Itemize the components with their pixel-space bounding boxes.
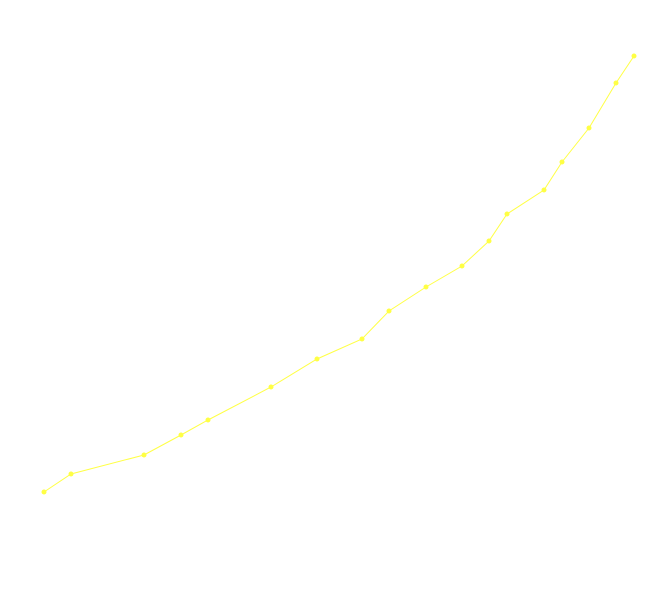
data-point (631, 53, 637, 59)
data-point (504, 211, 510, 217)
data-point (68, 471, 74, 477)
data-point (459, 263, 465, 269)
data-point (314, 356, 320, 362)
data-point (359, 336, 365, 342)
data-point (559, 159, 565, 165)
data-line (43, 55, 635, 493)
data-point (268, 384, 274, 390)
data-point (178, 432, 184, 438)
data-point (41, 489, 47, 495)
data-point (541, 187, 547, 193)
data-point (613, 80, 619, 86)
data-point (386, 308, 392, 314)
data-point (586, 125, 592, 131)
data-point (205, 417, 211, 423)
data-point (486, 238, 492, 244)
data-point (141, 452, 147, 458)
data-point (423, 284, 429, 290)
